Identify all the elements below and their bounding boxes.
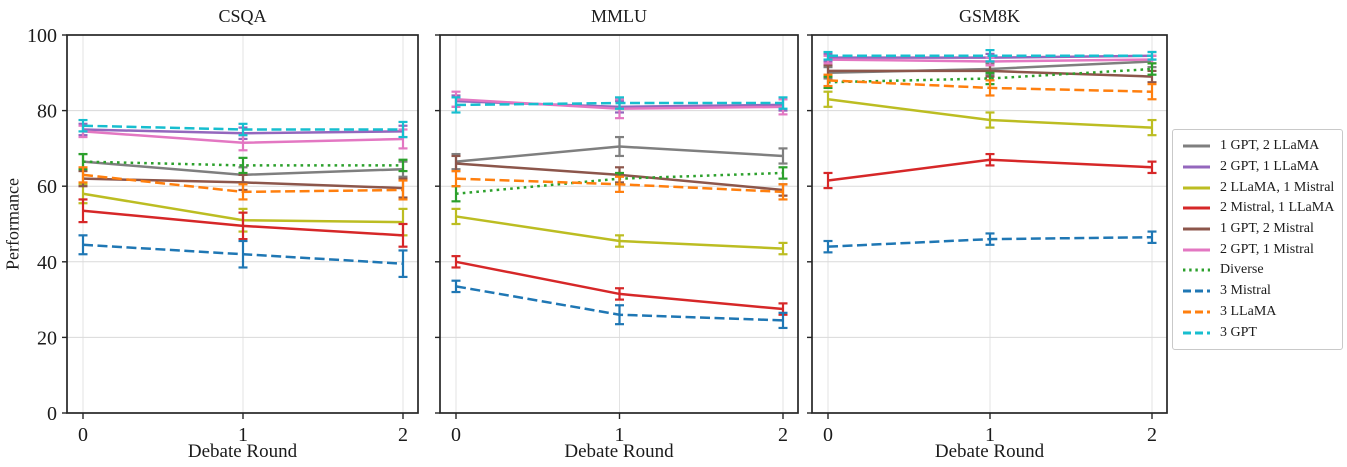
tick-labels: 0 1 2 xyxy=(451,424,788,446)
y-tick-label: 80 xyxy=(37,101,57,123)
x-tick-label: 2 xyxy=(398,424,408,446)
tick-labels: 0 20 40 60 80 100 0 1 2 xyxy=(27,25,408,446)
series-line xyxy=(82,130,404,144)
x-tick-label: 1 xyxy=(985,424,995,446)
axis-ticks xyxy=(807,34,1153,419)
legend-line-sample xyxy=(1183,310,1210,314)
x-axis-label-csqa: Debate Round xyxy=(187,441,298,462)
series-3-llama xyxy=(451,169,788,201)
y-tick-label: 100 xyxy=(27,25,57,47)
legend-item-3-gpt: 3 GPT xyxy=(1173,322,1342,343)
series-line xyxy=(827,158,1153,182)
series-2-llama-1-mistral xyxy=(823,90,1157,137)
series-3-llama xyxy=(78,166,408,201)
series-3-gpt xyxy=(451,96,788,114)
y-tick-label: 0 xyxy=(47,403,57,425)
series-3-gpt xyxy=(823,49,1157,63)
series-3-llama xyxy=(823,73,1157,101)
legend-item-2-mistral-1-llama: 2 Mistral, 1 LLaMA xyxy=(1173,198,1342,219)
legend-label: 2 LLaMA, 1 Mistral xyxy=(1220,179,1335,195)
legend-label: 3 LLaMA xyxy=(1220,303,1277,319)
legend-item-2-llama-1-mistral: 2 LLaMA, 1 Mistral xyxy=(1173,177,1342,198)
legend-item-1-gpt-2-mistral: 1 GPT, 2 Mistral xyxy=(1173,219,1342,240)
gridlines xyxy=(440,35,798,413)
x-tick-label: 0 xyxy=(451,424,461,446)
series-line xyxy=(828,69,1153,78)
legend-label: 2 GPT, 1 LLaMA xyxy=(1220,159,1320,175)
legend-line-sample xyxy=(1183,268,1210,272)
y-tick-label: 40 xyxy=(37,252,57,274)
x-axis-label-mmlu: Debate Round xyxy=(564,441,674,462)
x-tick-label: 0 xyxy=(823,424,833,446)
series-line xyxy=(455,145,784,163)
legend-label: Diverse xyxy=(1220,262,1264,278)
legend-label: 3 Mistral xyxy=(1220,283,1271,299)
legend-label: 2 GPT, 1 Mistral xyxy=(1220,241,1314,257)
series-line xyxy=(82,243,404,265)
legend-label: 1 GPT, 2 Mistral xyxy=(1220,221,1314,237)
series-line xyxy=(455,285,784,322)
series-diverse xyxy=(78,152,408,175)
legend-line-sample xyxy=(1183,206,1210,210)
x-axis-label-gsm8k: Debate Round xyxy=(934,441,1045,462)
x-tick-label: 1 xyxy=(615,424,625,446)
x-tick-label: 2 xyxy=(778,424,788,446)
axis-ticks xyxy=(435,34,784,419)
legend-line-sample xyxy=(1183,186,1210,190)
legend: 1 GPT, 2 LLaMA 2 GPT, 1 LLaMA 2 LLaMA, 1 M… xyxy=(1172,129,1343,350)
series-line xyxy=(827,79,1153,93)
series-line xyxy=(455,101,783,107)
tick-labels: 0 1 2 xyxy=(823,424,1157,446)
x-tick-label: 1 xyxy=(238,424,248,446)
legend-item-1-gpt-2-llama: 1 GPT, 2 LLaMA xyxy=(1173,136,1342,157)
series-line xyxy=(455,215,784,250)
series-line xyxy=(82,177,404,190)
legend-line-sample xyxy=(1183,289,1210,293)
series-3-mistral xyxy=(823,230,1157,254)
legend-item-2-gpt-1-mistral: 2 GPT, 1 Mistral xyxy=(1173,239,1342,260)
legend-line-sample xyxy=(1183,144,1210,148)
legend-line-sample xyxy=(1183,248,1210,252)
series-line xyxy=(82,124,403,131)
legend-item-2-gpt-1-llama: 2 GPT, 1 LLaMA xyxy=(1173,157,1342,178)
series-line xyxy=(82,173,404,194)
legend-item-3-llama: 3 LLaMA xyxy=(1173,302,1342,323)
x-tick-label: 2 xyxy=(1147,424,1157,446)
x-tick-label: 0 xyxy=(78,424,88,446)
series-2-mistral-1-llama xyxy=(78,198,408,248)
legend-label: 2 Mistral, 1 LLaMA xyxy=(1220,200,1335,216)
series-line xyxy=(827,98,1153,129)
legend-line-sample xyxy=(1183,165,1210,169)
series-line xyxy=(82,160,403,167)
series-2-llama-1-mistral xyxy=(451,207,788,256)
legend-label: 1 GPT, 2 LLaMA xyxy=(1220,138,1320,154)
legend-item-3-mistral: 3 Mistral xyxy=(1173,281,1342,302)
series-3-mistral xyxy=(451,279,788,330)
panel-csqa: 0 20 40 60 80 100 0 1 2 xyxy=(27,25,419,446)
series-line xyxy=(827,235,1153,248)
legend-item-diverse: Diverse xyxy=(1173,260,1342,281)
series-line xyxy=(455,260,784,311)
legend-line-sample xyxy=(1183,227,1210,231)
y-tick-label: 20 xyxy=(37,327,57,349)
series-line xyxy=(82,209,404,237)
panel-title-csqa: CSQA xyxy=(218,6,267,26)
panel-mmlu: 0 1 2 xyxy=(435,34,799,446)
panel-gsm8k: 0 1 2 xyxy=(807,34,1168,446)
y-axis-label: Performance xyxy=(2,178,23,270)
series-line xyxy=(455,177,784,194)
axis-ticks xyxy=(62,34,404,419)
y-tick-label: 60 xyxy=(37,176,57,198)
legend-label: 3 GPT xyxy=(1220,324,1257,340)
series-2-mistral-1-llama xyxy=(823,152,1157,190)
panel-title-mmlu: MMLU xyxy=(590,6,647,26)
panel-title-gsm8k: GSM8K xyxy=(958,6,1020,26)
series-3-mistral xyxy=(78,234,408,279)
series-2-mistral-1-llama xyxy=(451,255,788,316)
series-3-gpt xyxy=(78,118,408,139)
legend-line-sample xyxy=(1183,331,1210,335)
